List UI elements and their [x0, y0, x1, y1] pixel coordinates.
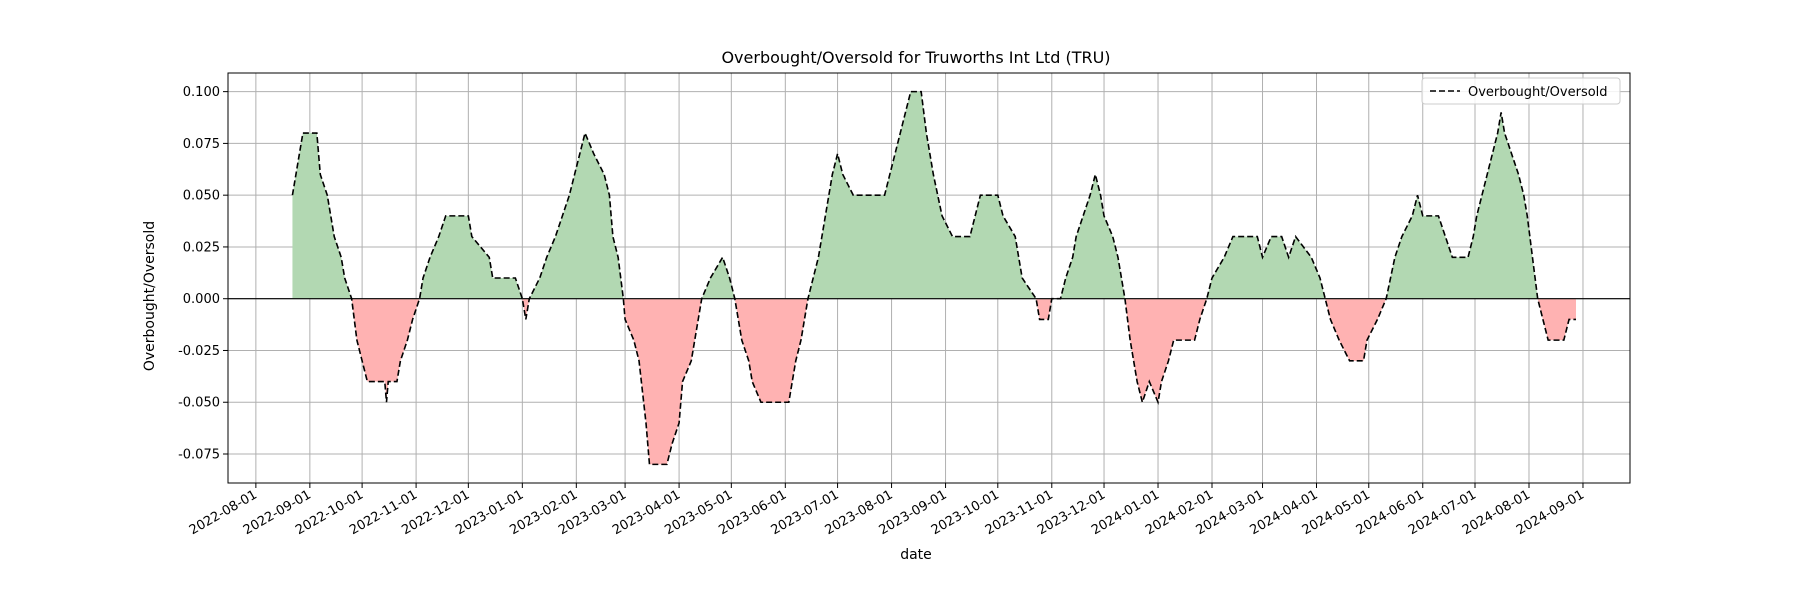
- y-tick-label: 0.000: [183, 292, 220, 307]
- y-tick-label: 0.025: [183, 240, 220, 255]
- y-tick-label: -0.075: [178, 448, 220, 463]
- negative-area-fill: [351, 298, 1577, 465]
- x-axis: 2022-08-012022-09-012022-10-012022-11-01…: [187, 483, 1587, 538]
- y-tick-label: -0.050: [178, 396, 220, 411]
- y-axis-title: Overbought/Oversold: [142, 221, 158, 371]
- legend-box: [1421, 77, 1621, 105]
- y-axis: 0.100 0.075 0.050 0.025 0.000 -0.025 -0.050 -0.…: [178, 85, 228, 463]
- y-tick-label: -0.025: [178, 344, 220, 359]
- x-axis-title: date: [900, 547, 932, 563]
- area-fills: [292, 91, 1577, 465]
- y-tick-label: 0.050: [183, 189, 220, 204]
- positive-area-fill: [292, 91, 1577, 299]
- y-tick-label: 0.100: [183, 85, 220, 100]
- plot-frame: [227, 72, 1631, 484]
- chart-title: Overbought/Oversold for Truworths Int Lt…: [721, 48, 1110, 67]
- series-lines: [291, 90, 1577, 466]
- legend-label: Overbought/Oversold: [1468, 85, 1608, 100]
- overbought-oversold-line: [291, 90, 1577, 466]
- y-tick-label: 0.075: [183, 137, 220, 152]
- legend: Overbought/Oversold: [1421, 77, 1621, 105]
